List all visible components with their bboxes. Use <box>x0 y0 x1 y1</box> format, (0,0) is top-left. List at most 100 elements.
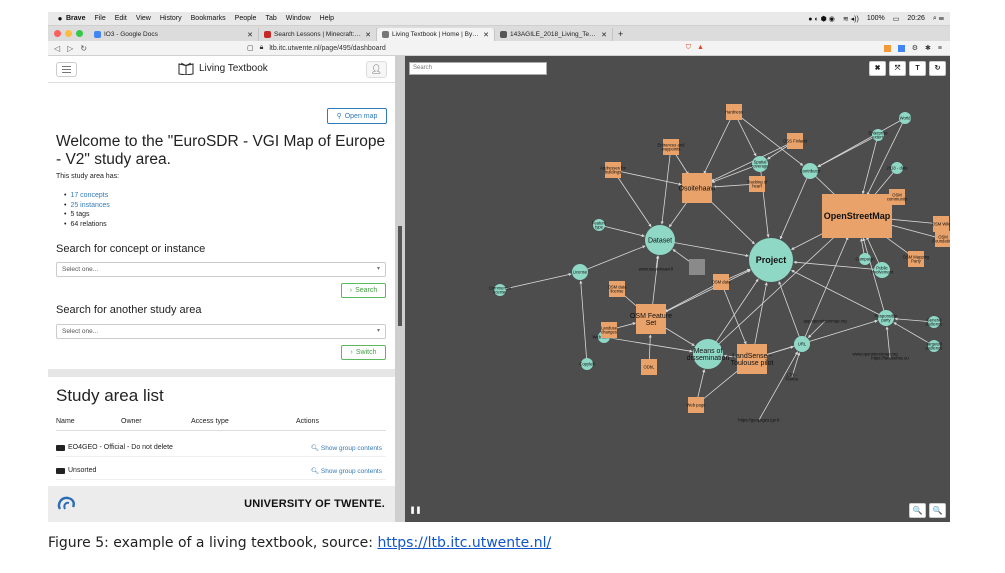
bookmark-icon[interactable]: ▢ <box>247 44 254 52</box>
user-button[interactable]: 👤︎ <box>366 61 387 78</box>
graph-node-project[interactable]: Project <box>749 238 793 282</box>
menu-brave[interactable]: Brave <box>66 15 85 22</box>
graph-node-landuse[interactable]: Landuse changes <box>601 322 618 338</box>
table-row[interactable]: Unsorted 🔍︎ Show group contents <box>56 462 386 480</box>
menu-history[interactable]: History <box>160 15 182 22</box>
wifi-icon[interactable]: ≋ ◂)) <box>843 15 859 23</box>
graph-node-world[interactable]: World <box>899 112 911 124</box>
search-button[interactable]: › Search <box>341 283 386 298</box>
brave-shield-icon[interactable]: ⛉ <box>686 44 691 52</box>
menu-view[interactable]: View <box>136 15 151 22</box>
zoom-out-icon[interactable]: 🔍 <box>929 503 946 518</box>
close-tab-icon[interactable]: ✕ <box>365 31 371 39</box>
graph-node-dataset[interactable]: Dataset <box>645 225 675 255</box>
graph-node-osmfeature[interactable]: OSM Feature Set <box>630 304 672 334</box>
graph-node-commercial[interactable]: Commercial license <box>489 284 511 296</box>
graph-node-hardness[interactable]: Hardness <box>725 104 743 120</box>
zoom-window-icon[interactable] <box>76 30 83 37</box>
show-group-contents-link[interactable]: 🔍︎ Show group contents <box>311 444 382 452</box>
concept-graph-canvas[interactable]: Project Dataset OpenStreetMap Osoitehaavi La… <box>405 56 950 522</box>
clear-tool-button[interactable]: ✖ <box>869 61 886 76</box>
graph-node-targeted[interactable]: Targeted audience <box>926 340 944 352</box>
graph-node-appurl[interactable]: app.openstreetmap.org <box>803 318 847 323</box>
graph-node-ossurl2[interactable]: https://geopages.ign.fr <box>738 417 780 422</box>
brand[interactable]: Living Textbook <box>178 62 268 75</box>
table-row[interactable]: EO4GEO - Official - Do not delete 🔍︎ Sho… <box>56 439 386 457</box>
tab-agile[interactable]: 143AGILE_2018_Living_Textbook ✕ <box>495 28 613 41</box>
zoom-in-icon[interactable]: 🔍 <box>909 503 926 518</box>
pause-button[interactable]: ❚❚ <box>409 504 422 517</box>
graph-node-addresses[interactable]: Addresses for buildings <box>600 162 626 178</box>
menu-icon[interactable]: ≡ <box>938 45 942 52</box>
open-map-button[interactable]: ⚲ Open map <box>327 108 387 124</box>
menu-file[interactable]: File <box>94 15 105 22</box>
minimize-window-icon[interactable] <box>65 30 72 37</box>
close-window-icon[interactable] <box>54 30 61 37</box>
fullscreen-tool-button[interactable]: ⤧ <box>889 61 906 76</box>
menu-edit[interactable]: Edit <box>115 15 127 22</box>
close-tab-icon[interactable]: ✕ <box>247 31 253 39</box>
graph-node-featuretype[interactable]: Feature type <box>592 219 607 231</box>
spotlight-icon[interactable]: ⌕ ☰ <box>933 15 944 23</box>
graph-node-osmmap[interactable]: OSM Mapping Party <box>903 251 930 267</box>
reload-icon[interactable]: ↻ <box>80 44 87 53</box>
hamburger-menu-button[interactable] <box>56 62 77 77</box>
graph-node-means[interactable]: Means of dissemination <box>687 339 730 369</box>
battery-icon[interactable]: ▭ <box>893 15 900 23</box>
graph-node-weburl[interactable]: Web page <box>686 397 706 413</box>
graph-node-osmdata[interactable]: OSM data <box>712 274 732 290</box>
back-icon[interactable]: ◁ <box>54 44 60 53</box>
extension-icon[interactable]: ⚙ <box>912 44 918 52</box>
source-link[interactable]: https://ltb.itc.utwente.nl/ <box>377 535 551 551</box>
tab-google-docs[interactable]: IO3 - Google Docs ✕ <box>89 28 259 41</box>
close-tab-icon[interactable]: ✕ <box>601 31 607 39</box>
map-search-input[interactable]: Search <box>409 62 547 75</box>
concept-select[interactable]: Select one... ▾ <box>56 262 386 277</box>
graph-node-license[interactable]: License <box>572 264 588 280</box>
new-tab-icon[interactable]: + <box>618 29 623 39</box>
graph-node-campaign[interactable]: Campaign <box>855 253 875 265</box>
show-group-contents-link[interactable]: 🔍︎ Show group contents <box>311 467 382 475</box>
graph-node-ltrance[interactable]: LTR -France <box>785 372 799 381</box>
graph-node-gray[interactable] <box>689 259 705 275</box>
splitter-handle[interactable] <box>398 226 402 326</box>
text-tool-button[interactable]: T <box>909 61 926 76</box>
graph-node-ossurl[interactable]: www.osoitehaavi.fi <box>639 266 674 271</box>
graph-node-osmcommunity[interactable]: OSM community <box>887 189 908 205</box>
clock-text[interactable]: 20:26 <box>907 15 925 22</box>
extension-icon[interactable] <box>884 45 891 52</box>
url-text[interactable]: ltb.itc.utwente.nl/page/495/dashboard <box>269 45 385 52</box>
list-item[interactable]: 25 instances <box>64 201 110 211</box>
apple-icon[interactable]: ● <box>54 14 66 23</box>
menu-bookmarks[interactable]: Bookmarks <box>191 15 226 22</box>
brave-rewards-icon[interactable]: ▲ <box>697 44 704 52</box>
graph-node-responsible[interactable]: Responsible party <box>874 310 898 326</box>
graph-node-osmwiki[interactable]: OSM Wiki <box>932 216 950 232</box>
graph-node-landsense[interactable]: LandSense -Toulouse pilot <box>731 344 774 374</box>
graph-node-osoite[interactable]: Osoitehaavi <box>679 173 716 203</box>
list-item[interactable]: 17 concepts <box>64 191 110 201</box>
study-area-select[interactable]: Select one... ▾ <box>56 324 386 339</box>
graph-node-odbl[interactable]: ODbL <box>641 359 657 375</box>
graph-node-tracking[interactable]: Tracking of heart <box>747 176 768 192</box>
menu-people[interactable]: People <box>235 15 257 22</box>
menu-window[interactable]: Window <box>286 15 311 22</box>
tab-minecraft[interactable]: Search Lessons | Minecraft: Edu ✕ <box>259 28 377 41</box>
graph-node-osm[interactable]: OpenStreetMap <box>822 194 892 238</box>
switch-button[interactable]: › Switch <box>341 345 386 360</box>
graph-node-spatial[interactable]: Spatial coverage <box>751 156 769 172</box>
panel-splitter[interactable] <box>395 56 405 522</box>
extension-icon[interactable] <box>898 45 905 52</box>
graph-node-osmfoundation[interactable]: OSMFoundation <box>933 231 950 247</box>
graph-node-copyleft[interactable]: Copyleft <box>579 358 595 370</box>
status-icons[interactable]: ● ◐ ⬢ ◉ <box>808 15 835 23</box>
graph-node-entrances[interactable]: Entrances and waypoints <box>657 139 685 155</box>
menu-help[interactable]: Help <box>320 15 334 22</box>
graph-node-enterprise[interactable]: Enterprise extent <box>868 129 888 141</box>
extension-icon[interactable]: ✱ <box>925 44 931 52</box>
forward-icon[interactable]: ▷ <box>67 44 73 53</box>
tab-living-textbook[interactable]: Living Textbook | Home | By ITC ✕ <box>377 28 495 41</box>
concept-map[interactable]: Project Dataset OpenStreetMap Osoitehaavi La… <box>405 56 950 522</box>
graph-node-url[interactable]: URL <box>794 336 810 352</box>
close-tab-icon[interactable]: ✕ <box>483 31 489 39</box>
